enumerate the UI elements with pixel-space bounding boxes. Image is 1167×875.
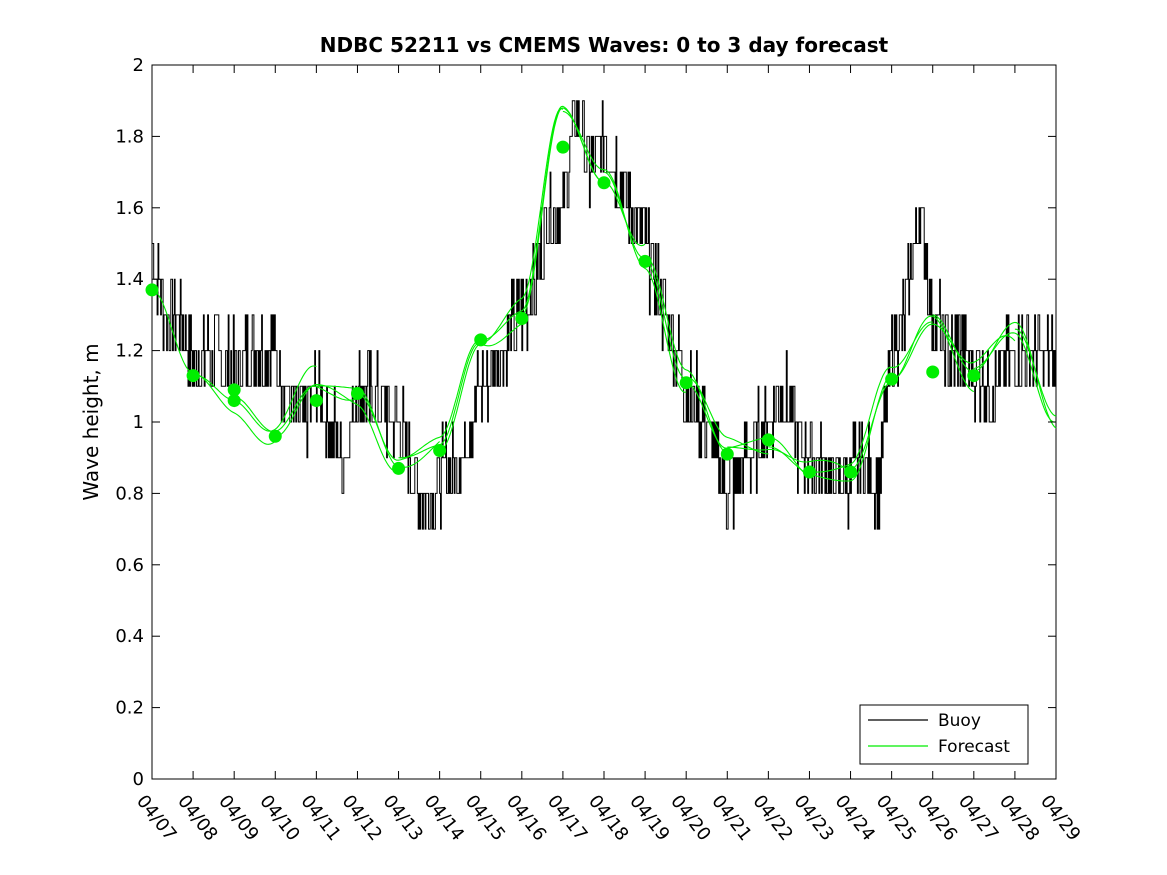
- forecast-marker: [597, 176, 611, 190]
- forecast-marker: [515, 311, 529, 325]
- chart-title: NDBC 52211 vs CMEMS Waves: 0 to 3 day fo…: [320, 33, 889, 57]
- marker-layer: [145, 140, 981, 479]
- forecast-marker: [761, 433, 775, 447]
- forecast-marker: [638, 254, 652, 268]
- y-tick-label: 1.6: [115, 198, 144, 219]
- forecast-marker: [268, 429, 282, 443]
- y-tick-label: 0.2: [115, 698, 144, 719]
- forecast-marker: [844, 465, 858, 479]
- forecast-series-line: [727, 446, 851, 473]
- forecast-series-line: [891, 323, 1016, 380]
- forecast-series-line: [234, 385, 358, 433]
- forecast-marker: [967, 369, 981, 383]
- y-tick-label: 0.8: [115, 483, 144, 504]
- forecast-marker: [350, 386, 364, 400]
- forecast-series-line: [768, 373, 892, 482]
- forecast-marker: [474, 333, 488, 347]
- y-tick-label: 1.2: [115, 341, 144, 362]
- series-layer: [151, 100, 1057, 530]
- forecast-marker: [433, 444, 447, 458]
- forecast-series-line: [439, 107, 564, 452]
- forecast-marker: [186, 369, 200, 383]
- forecast-marker: [885, 372, 899, 386]
- forecast-marker: [679, 376, 693, 390]
- forecast-series-line: [357, 341, 481, 461]
- y-tick-label: 0.6: [115, 555, 144, 576]
- forecast-marker: [392, 461, 406, 475]
- forecast-marker: [227, 383, 241, 397]
- forecast-marker: [802, 465, 816, 479]
- forecast-series-line: [850, 315, 975, 469]
- y-tick-label: 0.4: [115, 626, 144, 647]
- y-tick-label: 2: [133, 55, 144, 76]
- forecast-series-line: [398, 323, 523, 459]
- y-tick-label: 1.4: [115, 269, 144, 290]
- y-tick-label: 0: [133, 769, 144, 790]
- buoy-series-line: [152, 100, 1056, 530]
- legend-box: [859, 704, 1029, 765]
- y-axis-label: Wave height, m: [79, 343, 103, 500]
- forecast-series-line: [644, 260, 769, 455]
- forecast-marker: [227, 394, 241, 408]
- forecast-series-line: [1014, 328, 1057, 417]
- forecast-marker: [309, 394, 323, 408]
- forecast-series-line: [193, 365, 317, 432]
- forecast-marker: [145, 283, 159, 297]
- legend: Buoy Forecast: [859, 704, 1029, 765]
- legend-label-forecast: Forecast: [938, 737, 1010, 757]
- y-tick-label: 1: [133, 412, 144, 433]
- forecast-series-line: [275, 384, 399, 472]
- forecast-series-line: [151, 289, 276, 445]
- y-tick-label: 1.8: [115, 126, 144, 147]
- forecast-marker: [926, 365, 940, 379]
- forecast-marker: [720, 447, 734, 461]
- forecast-series-line: [686, 382, 810, 478]
- forecast-series-line: [973, 332, 1057, 423]
- legend-label-buoy: Buoy: [938, 711, 981, 731]
- forecast-series-line: [603, 171, 728, 455]
- forecast-marker: [556, 140, 570, 154]
